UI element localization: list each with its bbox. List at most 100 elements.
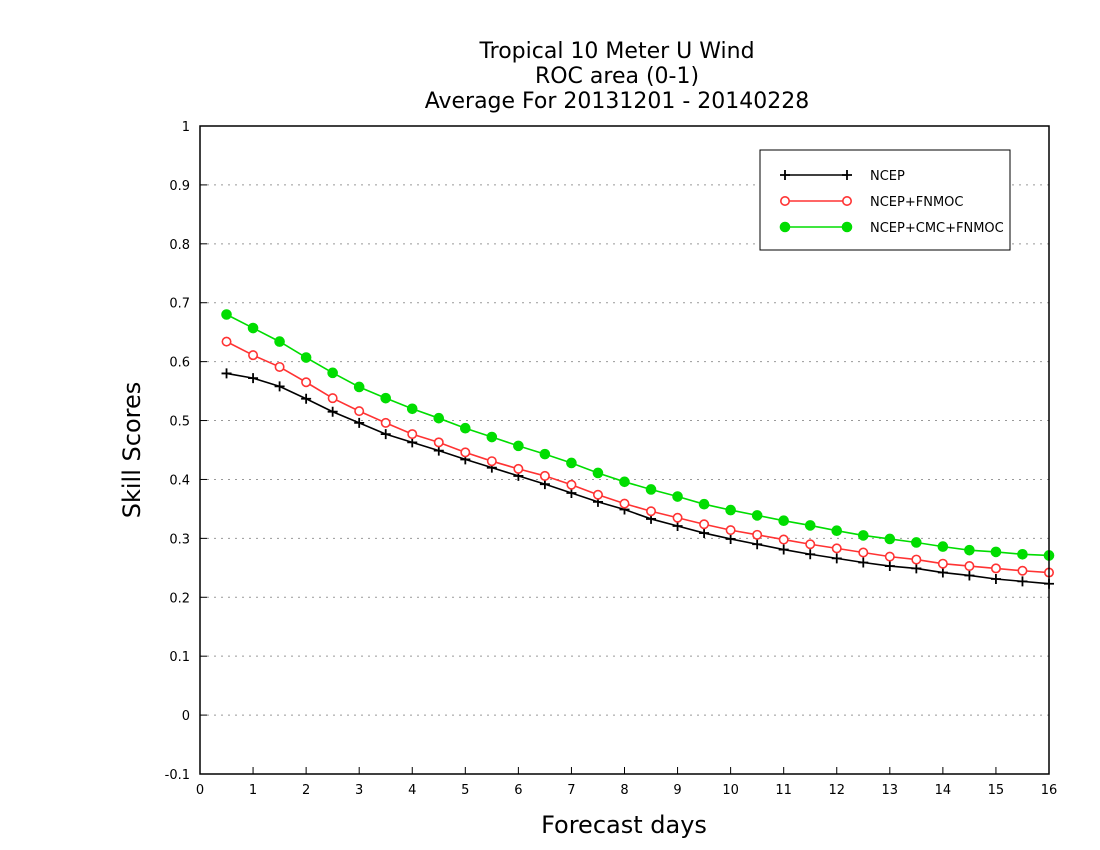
x-tick-label: 13	[882, 783, 899, 798]
x-axis-label: Forecast days	[541, 811, 707, 839]
data-point	[619, 498, 630, 509]
data-point	[327, 393, 338, 404]
x-tick-label: 3	[355, 783, 363, 798]
x-tick-label: 7	[567, 783, 575, 798]
data-point	[566, 479, 577, 490]
data-point	[406, 403, 418, 415]
data-point	[380, 429, 391, 440]
x-tick-label: 16	[1041, 783, 1058, 798]
data-point	[486, 431, 498, 443]
series-line	[226, 372, 1050, 585]
data-point	[1017, 565, 1028, 576]
legend-marker	[779, 196, 790, 207]
y-tick-label: 0.5	[169, 415, 190, 430]
data-point	[990, 574, 1001, 585]
data-point	[804, 520, 816, 531]
data-point	[831, 553, 842, 564]
data-point	[858, 547, 869, 558]
axes: -0.100.10.20.30.40.50.60.70.80.910 1 2 3 4 5 6…	[165, 120, 1058, 798]
y-tick-label: 0	[182, 709, 190, 724]
data-point	[221, 368, 232, 379]
data-point	[752, 539, 763, 550]
data-point	[592, 467, 604, 479]
data-point	[407, 429, 418, 440]
data-point	[698, 498, 710, 510]
x-tick-label: 10	[722, 783, 739, 798]
data-point	[672, 512, 683, 523]
data-point	[327, 367, 338, 379]
data-point	[301, 393, 312, 404]
x-tick-label: 1	[249, 783, 257, 798]
x-tick-label: 0	[196, 783, 204, 798]
data-point	[805, 539, 816, 550]
series-line	[226, 313, 1050, 557]
legend: NCEP NCEP+FNMOC NCEP+CMC+FNMOC	[759, 149, 1011, 251]
x-tick-label: 4	[408, 783, 416, 798]
data-point	[566, 457, 577, 469]
data-point	[460, 422, 471, 434]
data-point	[778, 515, 789, 526]
y-tick-label: 0.1	[169, 650, 190, 665]
data-point	[274, 336, 285, 347]
data-point	[884, 551, 895, 562]
data-point	[990, 563, 1001, 574]
series-ncep	[221, 368, 1054, 589]
x-tick-label: 11	[775, 783, 792, 798]
legend-label: NCEP+CMC+FNMOC	[870, 221, 1004, 236]
x-tick-label: 5	[461, 783, 469, 798]
data-point	[221, 336, 232, 347]
data-point	[964, 570, 975, 581]
data-point	[433, 412, 445, 424]
y-tick-label: 1	[182, 120, 190, 135]
legend-marker	[780, 170, 790, 180]
data-point	[645, 484, 657, 495]
y-tick-label: 0.9	[169, 179, 190, 194]
title-line-1: Tropical 10 Meter U Wind	[478, 39, 754, 64]
data-point	[911, 563, 922, 574]
data-point	[353, 381, 365, 393]
x-tick-label: 6	[514, 783, 522, 798]
legend-label: NCEP+FNMOC	[870, 195, 963, 210]
x-tick-label: 8	[620, 783, 628, 798]
data-point	[247, 322, 259, 334]
data-point	[964, 544, 975, 556]
data-point	[778, 544, 789, 555]
series-ncep-cmc-fnmoc	[221, 309, 1055, 561]
y-tick-label: -0.1	[165, 768, 190, 783]
data-point	[274, 361, 285, 372]
data-point	[354, 406, 365, 417]
data-point	[831, 543, 842, 554]
data-point	[380, 417, 391, 428]
data-point	[857, 530, 869, 541]
legend-marker	[779, 221, 791, 233]
data-point	[937, 558, 948, 569]
data-point	[751, 510, 763, 521]
plot-frame	[199, 125, 1050, 775]
y-tick-label: 0.3	[169, 532, 190, 547]
data-point	[433, 437, 444, 448]
data-point	[619, 476, 630, 488]
data-point	[990, 546, 1002, 558]
data-point	[831, 525, 843, 537]
data-point	[699, 528, 710, 539]
series-line	[226, 340, 1050, 574]
data-point	[725, 533, 736, 544]
series-lines	[221, 309, 1055, 589]
data-point	[274, 381, 285, 392]
data-point	[699, 519, 710, 530]
data-point	[937, 541, 949, 552]
data-point	[248, 350, 259, 361]
data-point	[778, 534, 789, 545]
data-point	[460, 447, 471, 458]
y-tick-label: 0.8	[169, 238, 190, 253]
data-point	[301, 377, 312, 388]
data-point	[725, 525, 736, 536]
legend-label: NCEP	[870, 169, 905, 184]
data-point	[672, 491, 683, 502]
data-point	[300, 352, 312, 363]
data-point	[884, 561, 895, 572]
data-point	[858, 557, 869, 568]
x-tick-label: 9	[673, 783, 681, 798]
legend-box	[759, 149, 1011, 251]
data-point	[911, 554, 922, 565]
